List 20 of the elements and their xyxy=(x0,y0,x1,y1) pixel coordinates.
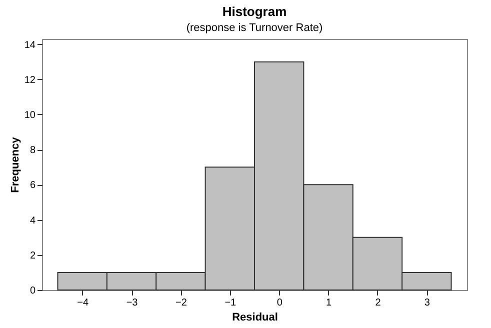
x-tick-label: 1 xyxy=(326,298,332,308)
x-tick-label: 2 xyxy=(375,298,382,308)
chart-subtitle: (response is Turnover Rate) xyxy=(186,22,323,34)
y-tick-label: 6 xyxy=(30,180,36,192)
y-tick-label: 0 xyxy=(30,286,36,296)
y-tick-label: 2 xyxy=(30,250,36,262)
x-tick-label: −2 xyxy=(176,298,188,308)
x-tick-label: −1 xyxy=(224,298,237,308)
x-tick-label: 3 xyxy=(424,298,430,308)
y-tick-label: 4 xyxy=(30,215,36,226)
x-tick-label: −4 xyxy=(77,298,89,308)
y-tick-label: 12 xyxy=(24,74,36,86)
y-tick-label: 10 xyxy=(24,110,36,121)
x-tick-label: 0 xyxy=(276,298,283,308)
chart-title: Histogram xyxy=(222,4,287,19)
y-tick-label: 8 xyxy=(30,145,36,156)
x-tick-label: −3 xyxy=(126,298,138,308)
y-tick-label: 14 xyxy=(24,40,36,51)
x-axis-title: Residual xyxy=(232,312,278,324)
y-axis-title: Frequency xyxy=(9,136,22,193)
